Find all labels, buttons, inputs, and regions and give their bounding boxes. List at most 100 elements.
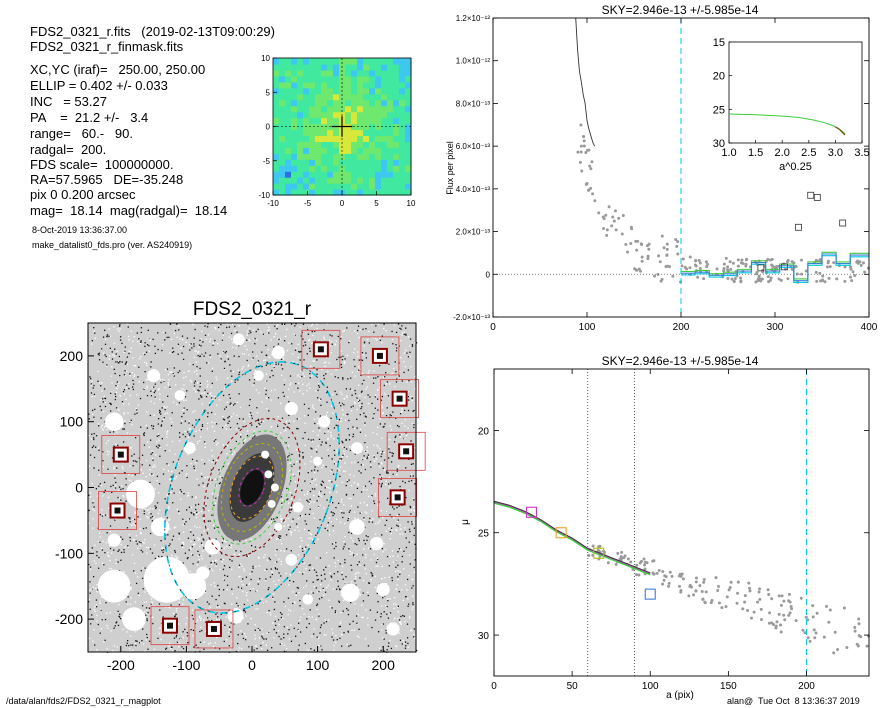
galaxy-noise <box>345 395 348 397</box>
galaxy-noise <box>91 614 93 616</box>
galaxy-noise <box>129 647 131 650</box>
galaxy-noise <box>389 451 391 453</box>
galaxy-noise <box>403 550 405 552</box>
galaxy-noise <box>146 618 148 620</box>
heatmap-cell <box>345 135 352 142</box>
galaxy-noise <box>327 529 329 532</box>
galaxy-noise <box>339 391 342 393</box>
galaxy-noise <box>356 418 358 421</box>
galaxy-noise <box>129 540 131 542</box>
heatmap-cell <box>303 171 310 178</box>
heatmap-cell <box>375 111 382 119</box>
galaxy-noise <box>350 644 352 646</box>
galaxy-noise <box>192 411 194 413</box>
galaxy-noise <box>338 625 340 628</box>
galaxy-noise <box>344 419 347 421</box>
heatmap-cell <box>285 129 292 137</box>
galaxy-noise <box>219 355 221 357</box>
galaxy-noise <box>388 476 391 479</box>
galaxy-noise <box>116 467 118 469</box>
galaxy-noise <box>326 586 328 589</box>
galaxy-noise <box>324 365 326 368</box>
galaxy-noise <box>195 419 197 421</box>
heatmap-cell <box>303 117 310 125</box>
galaxy-noise <box>168 493 170 495</box>
star-core <box>317 346 324 353</box>
galaxy-noise <box>343 470 345 472</box>
heatmap-cell <box>345 147 352 154</box>
galaxy-noise <box>381 405 383 407</box>
galaxy-noise <box>365 357 368 359</box>
galaxy-noise <box>286 487 288 490</box>
galaxy-noise <box>323 622 325 624</box>
galaxy-noise <box>309 372 311 375</box>
galaxy-noise <box>122 428 124 430</box>
galaxy-noise <box>340 594 342 596</box>
galaxy-noise <box>119 360 121 363</box>
galaxy-noise <box>228 544 231 546</box>
galaxy-noise <box>265 373 268 375</box>
galaxy-noise <box>283 601 285 603</box>
galaxy-noise <box>311 324 313 327</box>
sky-point <box>828 265 832 269</box>
sky-point <box>759 277 763 281</box>
heatmap-cell <box>285 141 292 148</box>
heatmap-cell <box>357 141 364 148</box>
galaxy-noise <box>368 547 370 549</box>
galaxy-noise <box>307 649 309 652</box>
galaxy-knot <box>261 450 270 459</box>
galaxy-noise <box>99 513 101 516</box>
heatmap-cell <box>375 63 382 71</box>
sky-point <box>676 240 680 244</box>
mu-point <box>703 601 707 605</box>
galaxy-noise <box>187 518 189 520</box>
galaxy-noise <box>358 399 361 401</box>
galaxy-noise <box>152 389 154 392</box>
galaxy-noise <box>171 412 173 414</box>
galaxy-noise <box>115 407 118 409</box>
galaxy-noise <box>113 467 115 470</box>
heatmap-cell <box>333 69 340 77</box>
heatmap-cell <box>387 183 394 190</box>
galaxy-noise <box>159 609 161 611</box>
galaxy-noise <box>381 453 383 455</box>
galaxy-noise <box>317 527 319 529</box>
galaxy-noise <box>118 486 121 488</box>
galaxy-noise <box>166 336 168 339</box>
heatmap-cell <box>297 177 304 184</box>
sky-point <box>849 275 853 279</box>
galaxy-noise <box>393 441 396 443</box>
galaxy-noise <box>222 418 225 420</box>
galaxy-noise <box>323 493 326 496</box>
galaxy-noise <box>97 380 99 383</box>
galaxy-noise <box>239 563 242 565</box>
galaxy-noise <box>298 498 301 501</box>
galaxy-noise <box>325 634 327 636</box>
galaxy-noise <box>214 585 216 588</box>
sky-point <box>587 188 591 192</box>
heatmap-cell <box>363 129 370 137</box>
galaxy-noise <box>185 399 187 401</box>
galaxy-noise <box>168 505 170 508</box>
mu-point <box>775 620 779 624</box>
galaxy-noise <box>118 615 120 618</box>
galaxy-noise <box>277 425 279 428</box>
galaxy-noise <box>134 511 136 513</box>
galaxy-noise <box>313 586 316 588</box>
galaxy-noise <box>271 354 273 356</box>
galaxy-noise <box>306 499 308 501</box>
heatmap-cell <box>315 177 322 184</box>
galaxy-noise <box>97 589 99 591</box>
galaxy-noise <box>400 615 402 618</box>
galaxy-noise <box>373 444 375 446</box>
galaxy-noise <box>129 536 131 539</box>
galaxy-noise <box>395 644 397 647</box>
galaxy-noise <box>362 458 364 460</box>
galaxy-noise <box>357 518 359 520</box>
galaxy-noise <box>409 505 411 508</box>
galaxy-noise <box>395 645 398 648</box>
galaxy-noise <box>340 366 343 369</box>
galaxy-noise <box>313 371 315 373</box>
galaxy-noise <box>174 329 177 332</box>
galaxy-noise <box>131 475 134 477</box>
